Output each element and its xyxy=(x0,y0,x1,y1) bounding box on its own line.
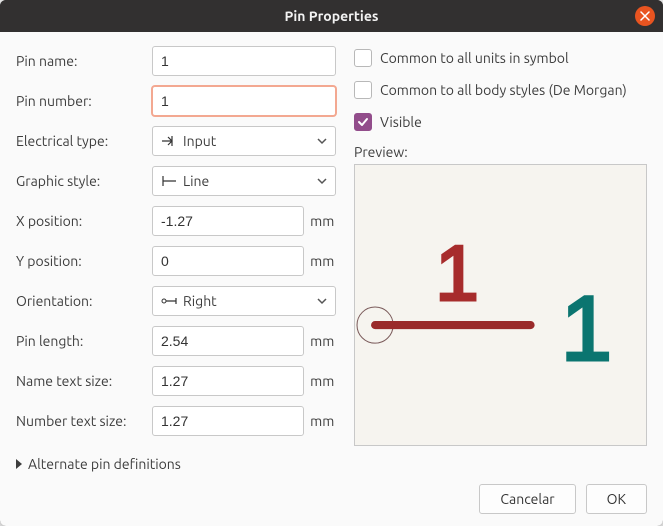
left-column: Pin name: Pin number: Electrical type: I… xyxy=(16,46,336,446)
pin-length-label: Pin length: xyxy=(16,333,146,349)
common-units-label: Common to all units in symbol xyxy=(380,50,569,66)
y-position-input[interactable] xyxy=(152,246,304,276)
close-icon xyxy=(640,11,650,21)
cancel-button[interactable]: Cancelar xyxy=(479,484,575,514)
triangle-right-icon xyxy=(16,459,22,469)
number-text-size-input[interactable] xyxy=(152,406,304,436)
check-icon xyxy=(357,116,369,128)
right-column: Common to all units in symbol Common to … xyxy=(354,46,647,446)
check-common-body[interactable]: Common to all body styles (De Morgan) xyxy=(354,78,647,102)
titlebar: Pin Properties xyxy=(0,0,663,32)
graphic-style-value: Line xyxy=(183,173,209,189)
row-number-text-size: Number text size: mm xyxy=(16,406,336,436)
preview-panel: 11 xyxy=(354,164,647,446)
name-text-size-input[interactable] xyxy=(152,366,304,396)
svg-text:1: 1 xyxy=(561,276,612,380)
number-text-size-unit: mm xyxy=(310,413,336,429)
row-pin-number: Pin number: xyxy=(16,86,336,116)
pin-length-input[interactable] xyxy=(152,326,304,356)
check-common-units[interactable]: Common to all units in symbol xyxy=(354,46,647,70)
row-orientation: Orientation: Right xyxy=(16,286,336,316)
row-pin-name: Pin name: xyxy=(16,46,336,76)
x-position-label: X position: xyxy=(16,213,146,229)
common-units-checkbox[interactable] xyxy=(354,49,372,67)
orientation-label: Orientation: xyxy=(16,293,146,309)
row-x-position: X position: mm xyxy=(16,206,336,236)
button-bar: Cancelar OK xyxy=(16,484,647,514)
row-y-position: Y position: mm xyxy=(16,246,336,276)
alternate-pin-label: Alternate pin definitions xyxy=(28,456,181,472)
preview-svg: 11 xyxy=(355,165,646,445)
x-position-unit: mm xyxy=(310,213,336,229)
chevron-down-icon xyxy=(317,296,327,306)
check-visible[interactable]: Visible xyxy=(354,110,647,134)
row-name-text-size: Name text size: mm xyxy=(16,366,336,396)
chevron-down-icon xyxy=(317,136,327,146)
common-body-label: Common to all body styles (De Morgan) xyxy=(380,82,627,98)
visible-checkbox[interactable] xyxy=(354,113,372,131)
graphic-style-select[interactable]: Line xyxy=(152,166,336,196)
dialog-window: Pin Properties Pin name: Pin number: Ele… xyxy=(0,0,663,526)
dialog-content: Pin name: Pin number: Electrical type: I… xyxy=(0,32,663,526)
electrical-type-value: Input xyxy=(183,133,216,149)
row-electrical-type: Electrical type: Input xyxy=(16,126,336,156)
input-type-icon xyxy=(161,135,177,147)
pin-number-input[interactable] xyxy=(152,86,336,116)
name-text-size-label: Name text size: xyxy=(16,373,146,389)
electrical-type-select[interactable]: Input xyxy=(152,126,336,156)
pin-length-unit: mm xyxy=(310,333,336,349)
common-body-checkbox[interactable] xyxy=(354,81,372,99)
preview-label: Preview: xyxy=(354,144,647,160)
y-position-unit: mm xyxy=(310,253,336,269)
name-text-size-unit: mm xyxy=(310,373,336,389)
visible-label: Visible xyxy=(380,114,422,130)
svg-text:1: 1 xyxy=(435,229,479,317)
columns: Pin name: Pin number: Electrical type: I… xyxy=(16,46,647,446)
graphic-style-label: Graphic style: xyxy=(16,173,146,189)
number-text-size-label: Number text size: xyxy=(16,413,146,429)
chevron-down-icon xyxy=(317,176,327,186)
line-style-icon xyxy=(161,175,177,187)
pin-name-input[interactable] xyxy=(152,46,336,76)
orientation-select[interactable]: Right xyxy=(152,286,336,316)
orientation-right-icon xyxy=(161,295,177,307)
ok-button[interactable]: OK xyxy=(586,484,647,514)
pin-name-label: Pin name: xyxy=(16,53,146,69)
alternate-pin-expander[interactable]: Alternate pin definitions xyxy=(16,456,647,472)
window-title: Pin Properties xyxy=(285,8,379,24)
electrical-type-label: Electrical type: xyxy=(16,133,146,149)
x-position-input[interactable] xyxy=(152,206,304,236)
y-position-label: Y position: xyxy=(16,253,146,269)
row-graphic-style: Graphic style: Line xyxy=(16,166,336,196)
close-button[interactable] xyxy=(635,6,655,26)
row-pin-length: Pin length: mm xyxy=(16,326,336,356)
pin-number-label: Pin number: xyxy=(16,93,146,109)
orientation-value: Right xyxy=(183,293,217,309)
